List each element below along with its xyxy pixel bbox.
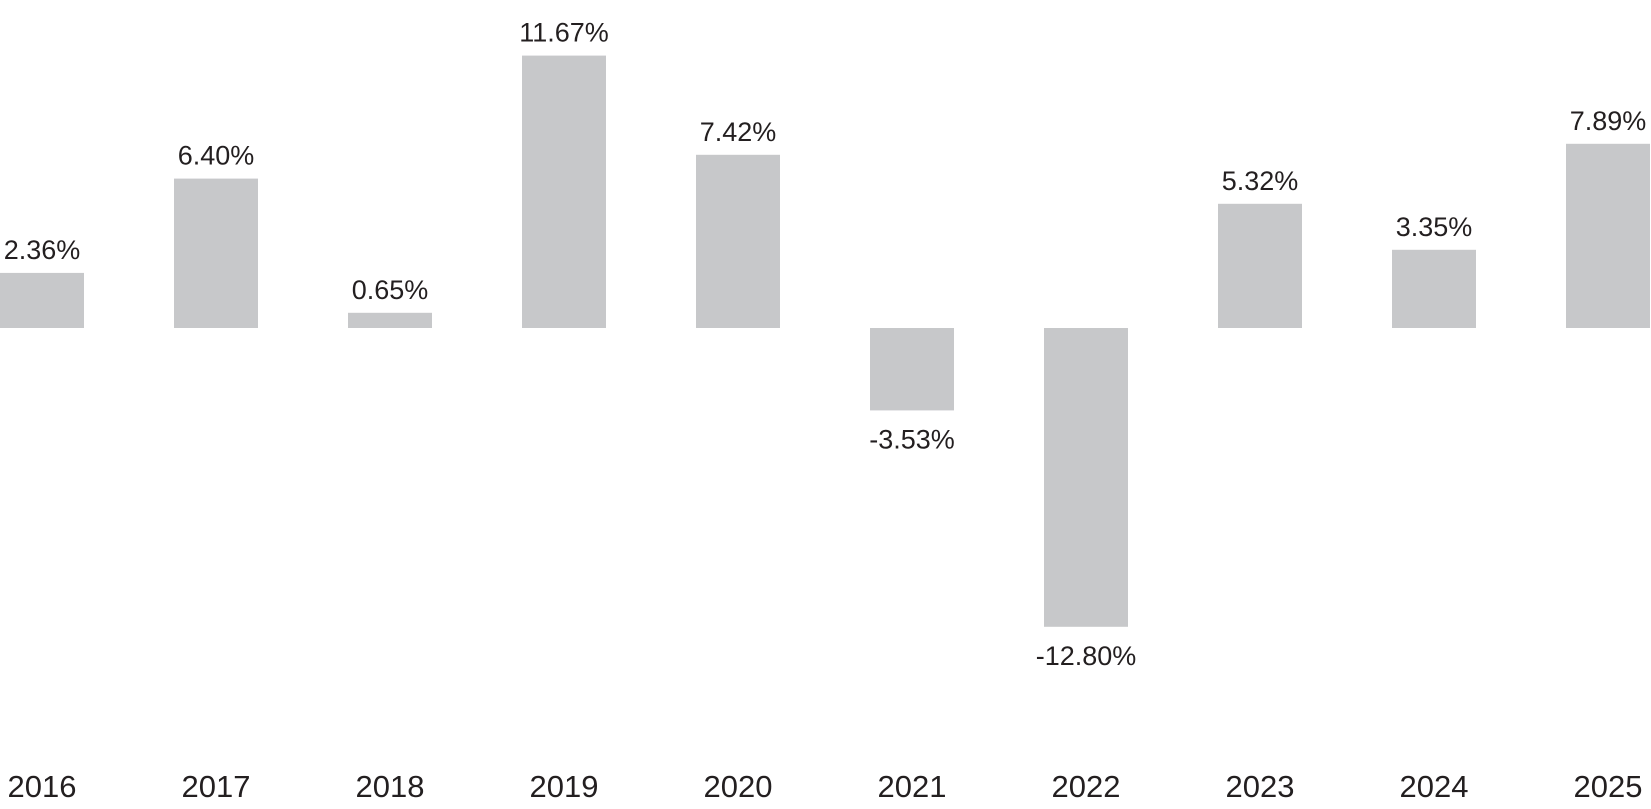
data-label-2018: 0.65% [352,275,429,305]
x-tick-label-2017: 2017 [182,769,251,804]
data-label-2020: 7.42% [700,117,777,147]
data-label-2016: 2.36% [4,235,81,265]
x-tick-label-2024: 2024 [1400,769,1469,804]
data-label-2021: -3.53% [869,424,955,454]
x-tick-label-2022: 2022 [1052,769,1121,804]
x-axis-tick-labels: 2016 2017 2018 2019 2020 2021 2022 2023 2024 2025 [8,769,1643,804]
bar-2017 [174,178,258,328]
bar-2023 [1218,203,1302,328]
x-tick-label-2018: 2018 [356,769,425,804]
bar-2021 [870,328,954,411]
bar-2018 [348,312,432,328]
data-label-2024: 3.35% [1396,212,1473,242]
bar-2016 [0,272,84,328]
data-label-2025: 7.89% [1570,106,1647,136]
x-tick-label-2025: 2025 [1574,769,1643,804]
data-labels-group: 2.36% 6.40% 0.65% 11.67% 7.42% -3.53% -12.80% 5… [4,18,1647,671]
bars-group [0,55,1650,627]
bar-2024 [1392,249,1476,328]
x-tick-label-2019: 2019 [530,769,599,804]
data-label-2017: 6.40% [178,141,255,171]
bar-2025 [1566,143,1650,328]
x-tick-label-2023: 2023 [1226,769,1295,804]
data-label-2019: 11.67% [519,18,609,48]
bar-2019 [522,55,606,328]
data-label-2023: 5.32% [1222,166,1299,196]
data-label-2022: -12.80% [1036,641,1137,671]
bar-2020 [696,154,780,328]
x-tick-label-2016: 2016 [8,769,77,804]
bar-2022 [1044,328,1128,627]
x-tick-label-2020: 2020 [704,769,773,804]
x-tick-label-2021: 2021 [878,769,947,804]
